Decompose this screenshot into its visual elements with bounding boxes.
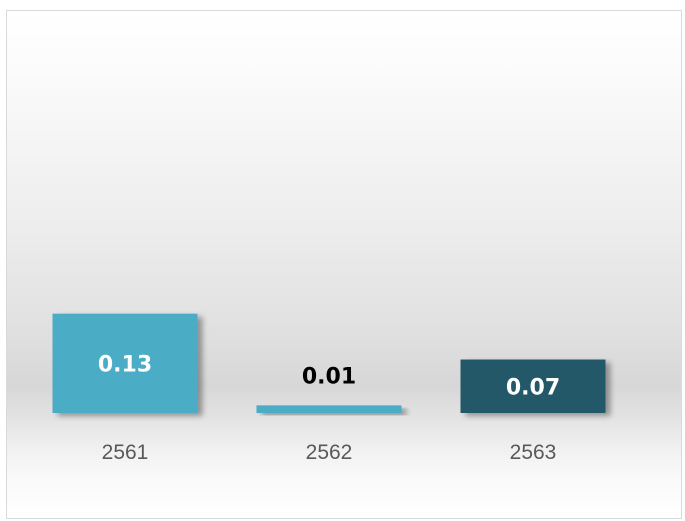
bars-group (52, 313, 606, 413)
tick-label-2563: 2563 (510, 441, 557, 464)
data-label-2561: 0.13 (98, 352, 152, 377)
data-label-2562: 0.01 (302, 364, 356, 389)
data-label-2563: 0.07 (506, 375, 560, 400)
bar-chart: 0.13 0.01 0.07 2561 2562 2563 (52, 313, 606, 464)
bar-2562 (256, 405, 402, 413)
chart-area: 0.13 0.01 0.07 2561 2562 2563 (6, 10, 682, 519)
data-labels-group: 0.13 0.01 0.07 (98, 352, 560, 400)
tick-label-2562: 2562 (306, 441, 353, 464)
x-axis-tick-labels: 2561 2562 2563 (102, 441, 557, 464)
bar-2561 (52, 313, 198, 413)
tick-label-2561: 2561 (102, 441, 149, 464)
bar-2563 (460, 359, 606, 413)
